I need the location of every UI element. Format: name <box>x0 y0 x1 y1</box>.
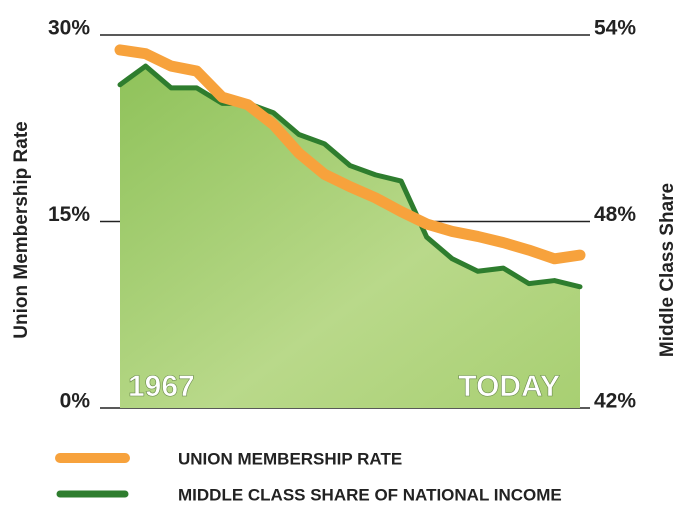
y-tick-label: 30% <box>48 17 90 40</box>
y2-axis-title: Middle Class Share <box>657 183 678 357</box>
area <box>120 66 580 408</box>
y-tick-label: 15% <box>48 203 90 226</box>
legend-label: UNION MEMBERSHIP RATE <box>178 449 402 468</box>
x-tick-label: TODAY <box>458 370 560 403</box>
y2-tick-label: 54% <box>594 17 636 40</box>
legend-label: MIDDLE CLASS SHARE OF NATIONAL INCOME <box>178 485 562 504</box>
y2-tick-label: 42% <box>594 390 636 413</box>
x-tick-label: 1967 <box>128 370 195 403</box>
chart: Union Membership Rate Middle Class Share… <box>0 0 685 516</box>
y-axis-title: Union Membership Rate <box>11 121 32 338</box>
y-tick-label: 0% <box>60 390 91 413</box>
y2-tick-label: 48% <box>594 203 636 226</box>
